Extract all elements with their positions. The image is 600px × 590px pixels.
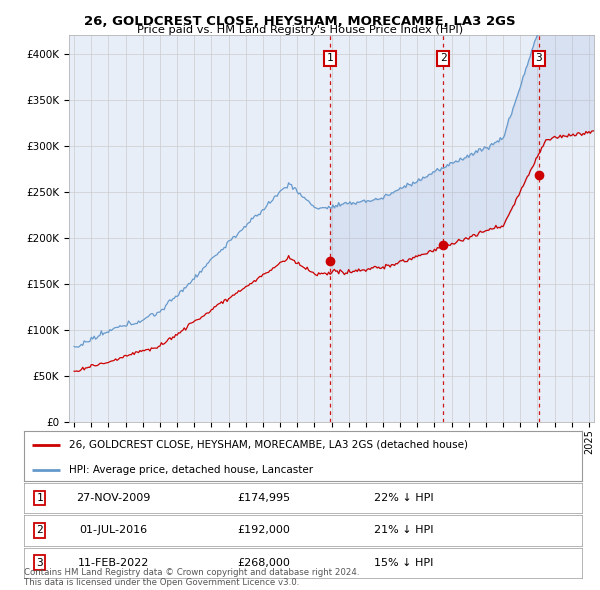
- Text: 2: 2: [440, 54, 446, 63]
- Text: 26, GOLDCREST CLOSE, HEYSHAM, MORECAMBE, LA3 2GS: 26, GOLDCREST CLOSE, HEYSHAM, MORECAMBE,…: [84, 15, 516, 28]
- Text: 21% ↓ HPI: 21% ↓ HPI: [374, 526, 433, 535]
- Text: 3: 3: [535, 54, 542, 63]
- Text: 1: 1: [36, 493, 43, 503]
- Text: 26, GOLDCREST CLOSE, HEYSHAM, MORECAMBE, LA3 2GS (detached house): 26, GOLDCREST CLOSE, HEYSHAM, MORECAMBE,…: [68, 440, 467, 450]
- Text: £192,000: £192,000: [238, 526, 290, 535]
- Text: 15% ↓ HPI: 15% ↓ HPI: [374, 558, 433, 568]
- Text: 01-JUL-2016: 01-JUL-2016: [79, 526, 148, 535]
- Text: 3: 3: [36, 558, 43, 568]
- Text: 2: 2: [36, 526, 43, 535]
- Text: Contains HM Land Registry data © Crown copyright and database right 2024.
This d: Contains HM Land Registry data © Crown c…: [24, 568, 359, 587]
- Text: HPI: Average price, detached house, Lancaster: HPI: Average price, detached house, Lanc…: [68, 465, 313, 475]
- Text: £174,995: £174,995: [238, 493, 290, 503]
- Text: 11-FEB-2022: 11-FEB-2022: [77, 558, 149, 568]
- Text: 27-NOV-2009: 27-NOV-2009: [76, 493, 151, 503]
- Text: £268,000: £268,000: [238, 558, 290, 568]
- Text: Price paid vs. HM Land Registry's House Price Index (HPI): Price paid vs. HM Land Registry's House …: [137, 25, 463, 35]
- Text: 1: 1: [326, 54, 334, 63]
- Text: 22% ↓ HPI: 22% ↓ HPI: [374, 493, 433, 503]
